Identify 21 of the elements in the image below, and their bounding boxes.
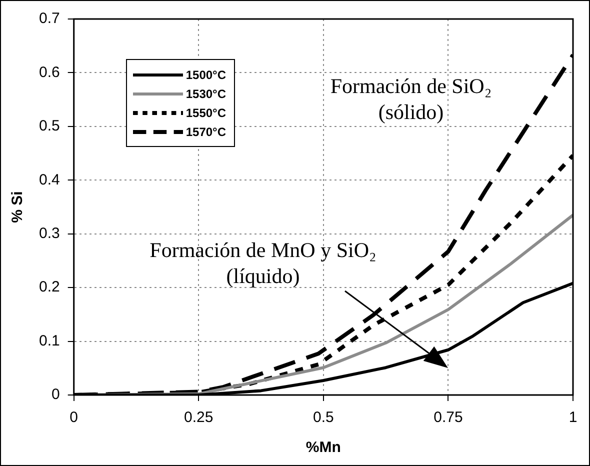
legend-label: 1570°C xyxy=(186,124,226,138)
y-tick-label: 0.4 xyxy=(38,171,60,188)
y-tick-label: 0.7 xyxy=(38,10,60,28)
y-tick-label: 0.2 xyxy=(38,278,60,296)
legend-label: 1500°C xyxy=(186,68,226,82)
y-tick-label: 0.5 xyxy=(38,118,60,135)
annotation: Formación de MnO y SiO₂ (líquido) xyxy=(150,237,376,289)
y-axis-title: % Si xyxy=(9,191,26,223)
annotation: Formación de SiO₂ (sólido) xyxy=(330,73,492,125)
y-tick-label: 0.1 xyxy=(38,332,60,350)
legend-label: 1550°C xyxy=(186,106,226,120)
legend-label: 1530°C xyxy=(186,86,226,100)
x-tick-label: 0.75 xyxy=(434,409,463,426)
x-axis-title: %Mn xyxy=(306,439,341,456)
y-tick-label: 0 xyxy=(52,386,60,404)
y-tick-label: 0.3 xyxy=(38,225,60,242)
x-tick-label: 1 xyxy=(568,409,578,426)
x-tick-label: 0.25 xyxy=(184,409,214,426)
y-tick-label: 0.6 xyxy=(38,64,60,81)
x-tick-label: 0 xyxy=(70,409,78,426)
x-tick-label: 0.5 xyxy=(312,409,334,426)
